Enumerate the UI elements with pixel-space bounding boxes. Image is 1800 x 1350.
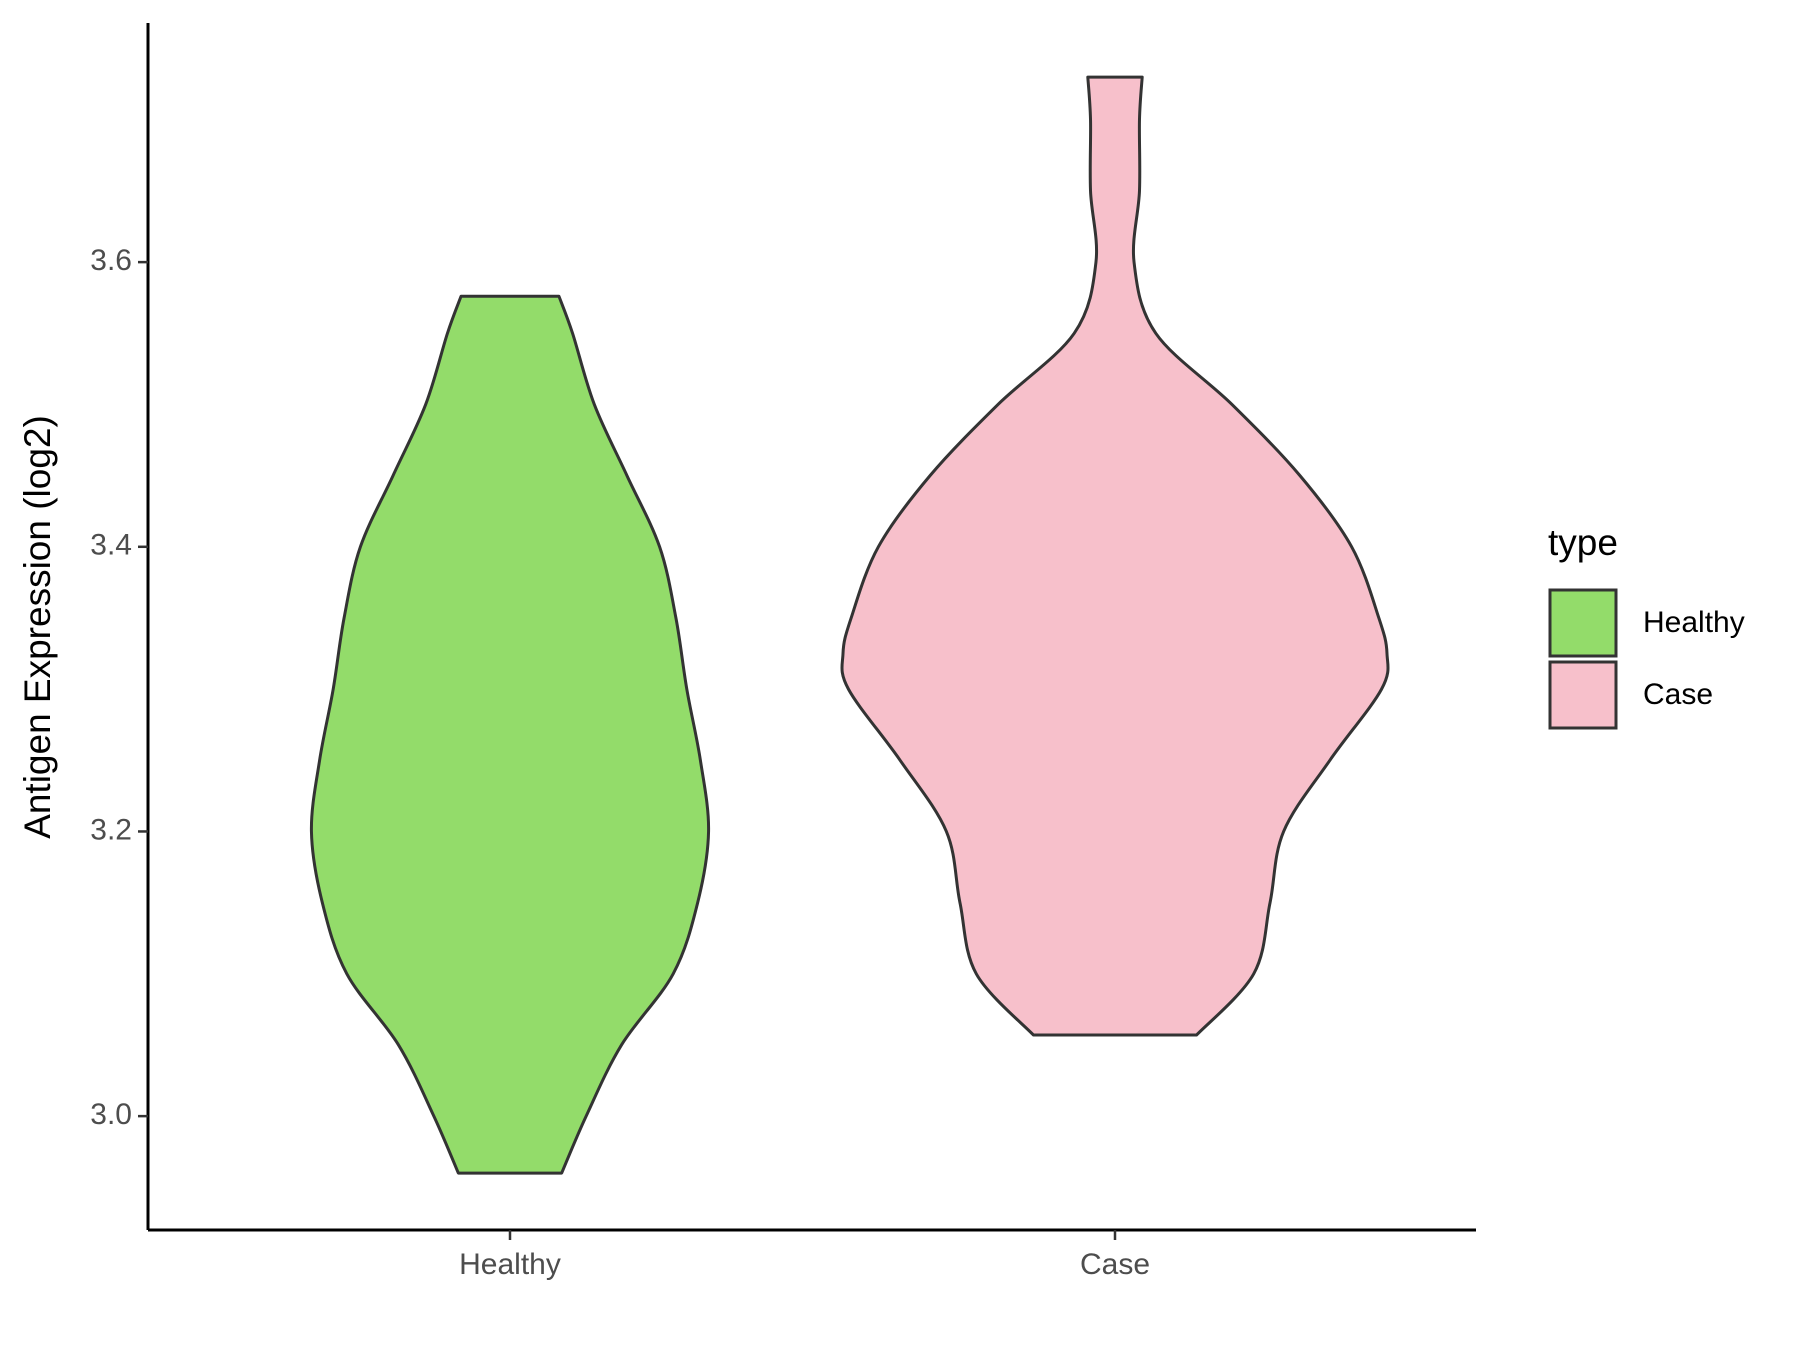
y-tick-label: 3.6 bbox=[90, 244, 132, 277]
violin bbox=[840, 75, 1390, 1037]
legend-swatch bbox=[1548, 660, 1618, 730]
legend-label: Case bbox=[1643, 678, 1713, 711]
x-tick-label: Healthy bbox=[459, 1248, 561, 1281]
x-tick-label: Case bbox=[1080, 1248, 1150, 1281]
y-tick-label: 3.4 bbox=[90, 529, 132, 562]
legend-title: type bbox=[1548, 522, 1618, 563]
y-axis-label: Antigen Expression (log2) bbox=[17, 415, 58, 839]
violin bbox=[309, 294, 711, 1175]
legend-swatch bbox=[1548, 588, 1618, 658]
y-tick-label: 3.2 bbox=[90, 813, 132, 846]
y-tick-label: 3.0 bbox=[90, 1098, 132, 1131]
legend-label: Healthy bbox=[1643, 606, 1745, 639]
